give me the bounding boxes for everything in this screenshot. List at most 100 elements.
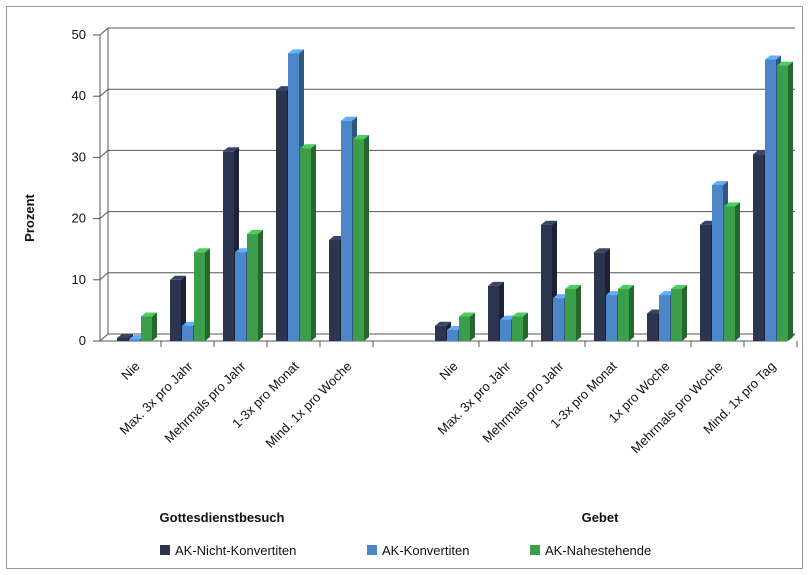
y-axis-label: Prozent — [22, 193, 37, 241]
bar-front — [117, 337, 128, 341]
bar-top — [671, 284, 687, 289]
legend-swatch — [530, 545, 540, 555]
bar-front — [753, 154, 764, 341]
bar-side — [629, 284, 634, 341]
bar-front — [647, 313, 658, 341]
bar-top — [777, 61, 793, 66]
bar-front — [565, 288, 576, 341]
bar-top — [712, 180, 728, 185]
bar-front — [765, 59, 776, 341]
bar-top — [117, 333, 133, 338]
bar-top — [512, 312, 528, 317]
legend-swatch — [160, 545, 170, 555]
bar-front — [194, 252, 205, 341]
bar-side — [258, 229, 263, 341]
bar-side — [364, 135, 369, 341]
bar-top — [247, 229, 263, 234]
bar-top — [618, 284, 634, 289]
bar — [194, 248, 210, 341]
bar — [618, 284, 634, 341]
bar-front — [341, 120, 352, 342]
bar-front — [247, 233, 258, 341]
x-category-label: Mehrmals pro Woche — [628, 359, 726, 457]
bar-front — [170, 279, 181, 341]
bar-side — [523, 312, 528, 341]
bar-side — [682, 284, 687, 341]
bar-front — [235, 252, 246, 341]
bar-front — [553, 298, 564, 341]
bar — [671, 284, 687, 341]
bar-front — [276, 90, 287, 341]
bar-top — [565, 284, 581, 289]
bar — [724, 202, 740, 341]
bar — [353, 135, 369, 341]
bar-front — [300, 148, 311, 341]
bar-top — [488, 281, 504, 286]
bar-front — [129, 339, 140, 341]
x-category-label: Nie — [436, 359, 460, 383]
gridline-diagonal — [99, 272, 109, 281]
bar — [777, 61, 793, 341]
bar — [141, 312, 157, 341]
y-tick-label: 10 — [72, 272, 86, 287]
bar-side — [205, 248, 210, 341]
bar-top — [435, 321, 451, 326]
bar-front — [288, 53, 299, 342]
bar-front — [435, 325, 446, 341]
bar-side — [311, 144, 316, 341]
gridline-diagonal — [99, 150, 109, 158]
legend-label: AK-Nahestehende — [545, 543, 651, 558]
y-tick-label: 50 — [72, 27, 86, 42]
bar-front — [700, 224, 711, 341]
bar-front — [712, 184, 723, 341]
bar-front — [541, 224, 552, 341]
y-tick-label: 40 — [72, 88, 86, 103]
legend-label: AK-Nicht-Konvertiten — [175, 543, 296, 558]
x-category-label: Nie — [118, 359, 142, 383]
bar-front — [724, 206, 735, 341]
bar-top — [724, 202, 740, 207]
legend: AK-Nicht-Konvertiten AK-Konvertiten AK-Nah… — [160, 543, 651, 558]
bar-top — [300, 144, 316, 149]
bar-top — [541, 220, 557, 225]
chart-frame — [6, 6, 803, 569]
bar-front — [618, 288, 629, 341]
bar-front — [594, 252, 605, 341]
bar-side — [788, 61, 793, 341]
legend-swatch — [367, 545, 377, 555]
bar-front — [671, 288, 682, 341]
bar-top — [459, 312, 475, 317]
bar-front — [447, 329, 458, 341]
bar — [300, 144, 316, 341]
bar-front — [329, 240, 340, 341]
bar-top — [223, 147, 239, 152]
bar — [565, 284, 581, 341]
gridline-diagonal — [99, 88, 109, 97]
bar-front — [606, 295, 617, 341]
gridline-diagonal — [99, 211, 109, 219]
y-tick-label: 30 — [72, 149, 86, 164]
bar-front — [182, 325, 193, 341]
bar-front — [141, 316, 152, 341]
bar-front — [223, 151, 234, 341]
bar-top — [353, 135, 369, 140]
bar-front — [353, 139, 364, 341]
bar-side — [576, 284, 581, 341]
y-tick-label: 0 — [79, 333, 86, 348]
bar-top — [141, 312, 157, 317]
bar — [247, 229, 263, 341]
bar-top — [765, 55, 781, 60]
bar-front — [488, 285, 499, 341]
bar-front — [659, 295, 670, 341]
bar-front — [777, 65, 788, 341]
legend-label: AK-Konvertiten — [382, 543, 469, 558]
gridline-diagonal — [99, 333, 109, 342]
bar-top — [170, 275, 186, 280]
gridline-diagonal — [99, 27, 109, 36]
bar-front — [459, 316, 470, 341]
bar-side — [470, 312, 475, 341]
bar-top — [194, 248, 210, 253]
group-label-gottesdienstbesuch: Gottesdienstbesuch — [160, 510, 285, 525]
bar-top — [288, 49, 304, 54]
